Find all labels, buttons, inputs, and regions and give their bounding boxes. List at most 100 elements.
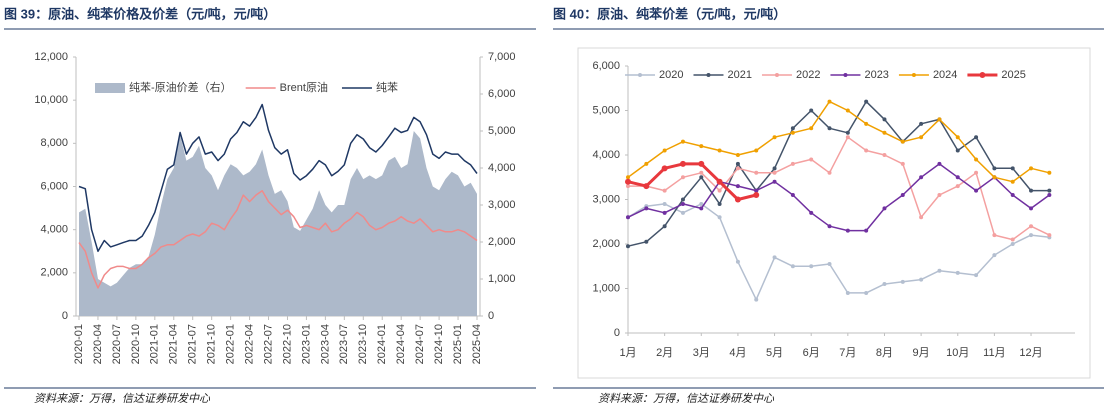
x-tick-label: 2023-01: [300, 324, 312, 364]
y-tick-label: 1,000: [592, 282, 620, 294]
line: [628, 136, 1050, 241]
marker: [992, 175, 997, 180]
marker: [1029, 233, 1034, 238]
marker: [699, 175, 704, 180]
marker: [754, 170, 759, 175]
x-tick-label: 2020-10: [130, 324, 142, 364]
marker: [974, 188, 979, 193]
marker: [937, 193, 942, 198]
line: [78, 103, 478, 253]
x-tick-label: 2022-01: [225, 324, 237, 364]
marker: [626, 184, 630, 189]
marker: [753, 192, 760, 199]
x-tick-label: 2月: [656, 347, 673, 359]
marker: [1029, 224, 1034, 229]
legend-label: 2024: [933, 69, 957, 81]
y-tick-label: 4,000: [592, 149, 620, 161]
y2-tick-label: 1,000: [488, 273, 516, 285]
line: [627, 100, 1050, 183]
x-tick-label: 2022-07: [262, 324, 274, 364]
marker: [772, 166, 777, 171]
marker: [900, 193, 905, 198]
marker: [882, 117, 887, 122]
chart-title: 图 39：原油、纯苯价格及价差（元/吨，元/吨）: [4, 6, 276, 21]
marker: [717, 188, 722, 193]
marker: [735, 259, 740, 264]
y-tick-label: 8,000: [40, 137, 68, 149]
marker: [809, 157, 814, 162]
marker: [919, 175, 924, 180]
line: [627, 162, 757, 201]
y-tick-label: 12,000: [34, 51, 68, 63]
chart-title: 图 40：原油、纯苯价差（元/吨，元/吨）: [553, 6, 786, 21]
source: 资料来源：万得，信达证券研发中心: [598, 392, 775, 405]
x-tick-label: 11月: [983, 347, 1005, 359]
marker: [919, 215, 924, 220]
marker: [955, 175, 960, 180]
marker: [1010, 237, 1015, 242]
marker: [1047, 170, 1052, 175]
y-tick-label: 2,000: [40, 267, 68, 279]
x-tick-label: 4月: [729, 347, 746, 359]
marker: [809, 264, 814, 269]
marker: [882, 153, 887, 157]
y-tick-label: 6,000: [592, 60, 620, 72]
x-tick-label: 2024-07: [414, 324, 426, 364]
marker: [919, 135, 924, 140]
x-tick-label: 2023-10: [357, 324, 369, 364]
marker: [662, 188, 667, 193]
marker: [937, 268, 942, 273]
marker: [680, 201, 685, 206]
marker: [680, 139, 685, 144]
x-tick-label: 2021-01: [149, 324, 161, 364]
marker: [1029, 206, 1034, 211]
marker: [735, 166, 740, 171]
marker: [735, 184, 740, 189]
marker: [992, 233, 997, 238]
marker: [735, 153, 740, 157]
marker: [864, 228, 869, 233]
marker: [644, 239, 649, 244]
x-tick-label: 2023-04: [319, 324, 331, 364]
marker: [937, 117, 942, 122]
marker: [680, 175, 685, 180]
marker: [900, 279, 905, 284]
marker: [680, 197, 685, 202]
marker: [864, 290, 869, 295]
marker: [662, 201, 667, 206]
marker: [827, 170, 832, 175]
marker: [772, 179, 777, 184]
marker: [827, 224, 832, 229]
marker: [827, 99, 832, 104]
x-tick-label: 2022-10: [281, 324, 293, 364]
marker: [772, 135, 777, 140]
plot: [625, 99, 1052, 302]
y2-tick-label: 0: [488, 310, 494, 322]
marker: [827, 262, 832, 267]
legend-marker: [843, 73, 848, 77]
marker: [626, 175, 630, 180]
marker: [661, 165, 668, 172]
marker: [735, 161, 740, 166]
x-tick-label: 5月: [766, 347, 783, 359]
x-tick-label: 2025-01: [452, 324, 464, 364]
marker: [900, 139, 905, 144]
marker: [772, 170, 777, 175]
y-tick-label: 0: [62, 310, 68, 322]
marker: [955, 135, 960, 140]
marker: [1010, 242, 1015, 246]
legend-label: 2021: [727, 69, 751, 81]
x-tick-label: 2024-04: [395, 324, 407, 364]
marker: [717, 201, 722, 206]
marker: [699, 170, 704, 175]
line: [627, 203, 1050, 301]
x-tick-label: 9月: [913, 347, 930, 359]
marker: [882, 282, 887, 287]
marker: [662, 148, 667, 153]
marker: [809, 108, 814, 113]
marker: [864, 121, 869, 126]
legend-marker: [979, 72, 986, 78]
x-tick-label: 2025-04: [471, 324, 483, 364]
legend-marker: [706, 73, 711, 77]
marker: [717, 148, 722, 153]
